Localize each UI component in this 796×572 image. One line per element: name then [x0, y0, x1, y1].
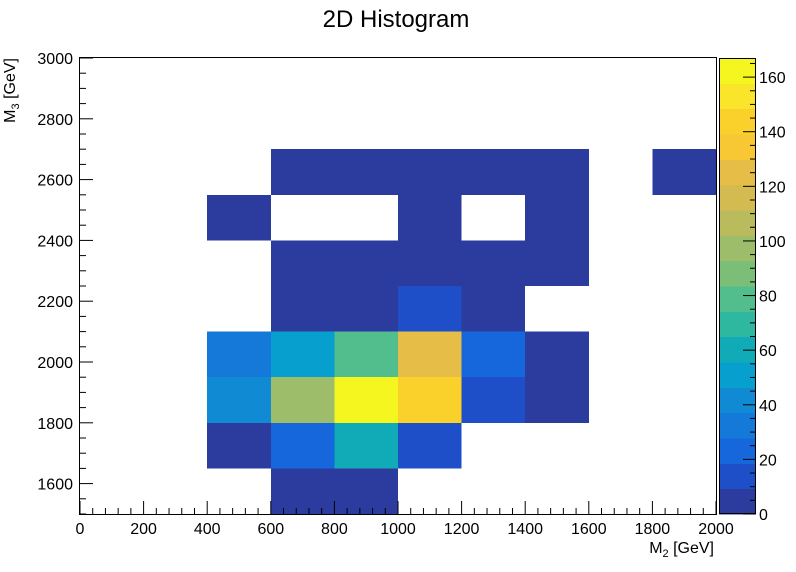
color-scale-tick-label: 40 [759, 398, 777, 415]
histogram-bin [525, 377, 589, 423]
y-tick-label: 2600 [37, 173, 73, 190]
x-tick-label: 2000 [698, 521, 734, 538]
histogram-bin [270, 240, 335, 286]
histogram-bin [525, 331, 589, 378]
x-tick-label: 1800 [635, 521, 671, 538]
histogram-bins [207, 149, 716, 514]
histogram-bin [334, 422, 398, 469]
histogram-bin [207, 377, 271, 423]
x-tick-label: 0 [76, 521, 85, 538]
histogram-bin [461, 286, 526, 332]
color-scale-tick-label: 80 [759, 289, 777, 306]
color-scale-swatch [719, 58, 756, 84]
histogram-bin [398, 331, 462, 378]
y-tick-label: 2000 [37, 355, 73, 372]
histogram-bin [270, 286, 335, 332]
histogram-bin [398, 149, 462, 195]
y-tick-label: 2400 [37, 233, 73, 250]
x-tick-label: 800 [321, 521, 348, 538]
color-scale-swatch [719, 159, 756, 186]
color-scale-frame [719, 58, 756, 514]
histogram-bin [398, 377, 462, 423]
histogram-bin [334, 240, 398, 286]
histogram-bin [525, 149, 589, 195]
color-scale: 0 20 40 60 80 100 120 140 160 [719, 58, 786, 524]
histogram-bin [334, 377, 398, 423]
histogram-bin [270, 422, 335, 469]
x-axis-title-unit: [GeV] [669, 540, 714, 557]
histogram-bin [270, 331, 335, 378]
x-axis-title-main: M [649, 540, 662, 557]
histogram-bin [334, 331, 398, 378]
color-scale-swatch [719, 184, 756, 211]
histogram-bin [461, 331, 526, 378]
color-scale-tick-label: 0 [759, 507, 768, 524]
histogram-bin [525, 240, 589, 286]
histogram-bin [398, 422, 462, 469]
color-scale-tick-label: 100 [759, 234, 786, 251]
histogram-bin [334, 286, 398, 332]
histogram-bin [334, 468, 398, 514]
color-scale-swatch [719, 488, 756, 515]
y-tick-label: 3000 [37, 51, 73, 68]
x-tick-label: 1600 [571, 521, 607, 538]
color-scale-swatch [719, 336, 756, 363]
histogram-bin [207, 194, 271, 241]
color-scale-swatch [719, 134, 756, 160]
x-tick-label: 200 [130, 521, 157, 538]
y-tick-label: 1800 [37, 416, 73, 433]
histogram-bin [398, 240, 462, 286]
histogram-bin [461, 377, 526, 423]
x-tick-label: 1000 [380, 521, 416, 538]
histogram-bin [461, 149, 526, 195]
color-scale-swatch [719, 260, 756, 287]
x-axis-title-sub: 2 [663, 548, 669, 560]
chart-title: 2D Histogram [323, 6, 470, 33]
y-axis-title-main: M [2, 109, 19, 122]
x-tick-label: 400 [194, 521, 221, 538]
plot-frame [79, 57, 717, 515]
histogram-bin [207, 331, 271, 378]
y-axis: 1600 1800 2000 2200 2400 2600 2800 3000 [37, 51, 93, 515]
y-tick-label: 2200 [37, 294, 73, 311]
color-scale-swatch [719, 210, 756, 236]
y-axis-title-sub: 3 [10, 103, 22, 109]
color-scale-swatch [719, 286, 756, 312]
histogram-bin [525, 194, 589, 241]
color-scale-swatch [719, 362, 756, 388]
histogram-bin [334, 149, 398, 195]
color-scale-swatch [719, 438, 756, 464]
x-axis-title: M2 [GeV] [649, 540, 714, 560]
color-scale-swatch [719, 83, 756, 110]
histogram-bin [461, 240, 526, 286]
y-axis-title-unit: [GeV] [2, 58, 19, 103]
color-scale-swatch [719, 108, 756, 135]
x-tick-label: 1200 [444, 521, 480, 538]
color-scale-tick-label: 60 [759, 343, 777, 360]
color-scale-tick-label: 140 [759, 125, 786, 142]
y-axis-title: M3 [GeV] [2, 58, 22, 123]
color-scale-swatch [719, 463, 756, 490]
color-scale-swatch [719, 387, 756, 414]
color-scale-swatch [719, 235, 756, 262]
histogram-bin [270, 149, 335, 195]
color-scale-swatch [719, 311, 756, 338]
color-scale-tick-label: 120 [759, 179, 786, 196]
color-scale-tick-label: 20 [759, 452, 777, 469]
histogram-bin [398, 286, 462, 332]
x-tick-label: 1400 [507, 521, 543, 538]
histogram-bin [270, 468, 335, 514]
histogram-bin [270, 377, 335, 423]
histogram-bin [652, 149, 716, 195]
histogram-bin [207, 422, 271, 469]
histogram-bin [398, 194, 462, 241]
color-scale-swatch [719, 412, 756, 439]
x-axis: 0 200 400 600 800 1000 1200 1400 1600 1800 2000 [76, 501, 734, 538]
y-tick-label: 1600 [37, 477, 73, 494]
y-tick-label: 2800 [37, 112, 73, 129]
color-scale-tick-label: 160 [759, 70, 786, 87]
x-tick-label: 600 [257, 521, 284, 538]
